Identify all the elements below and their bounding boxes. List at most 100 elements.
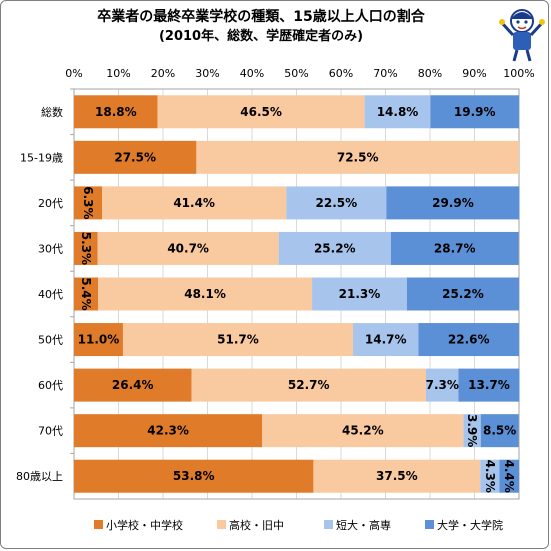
bar-segment [122, 323, 354, 357]
data-label: 14.8% [377, 105, 419, 119]
category-label: 40代 [38, 288, 63, 301]
legend-swatch [425, 520, 434, 529]
bar-segment [74, 186, 103, 220]
bar-segment [499, 459, 519, 493]
x-tick-label: 70% [373, 67, 397, 80]
data-label: 4.4% [502, 460, 516, 493]
bar-segment [191, 368, 426, 402]
data-label: 6.3% [81, 186, 95, 219]
legend-swatch [324, 520, 333, 529]
legend-label: 大学・大学院 [437, 518, 503, 532]
data-label: 19.9% [454, 105, 496, 119]
x-tick-label: 100% [503, 67, 534, 80]
data-label: 7.3% [426, 378, 459, 392]
data-label: 18.8% [95, 105, 137, 119]
chart-subtitle: (2010年、総数、学歴確定者のみ) [158, 29, 364, 44]
x-tick-label: 50% [284, 67, 308, 80]
data-label: 51.7% [217, 333, 259, 347]
legend-swatch [217, 520, 226, 529]
bar-segment [430, 95, 519, 129]
data-label: 5.4% [79, 277, 93, 310]
bar-segment [286, 186, 387, 220]
legend-label: 高校・旧中 [229, 518, 284, 532]
bar-segment [364, 95, 431, 129]
x-tick-label: 0% [65, 67, 82, 80]
bar-segment [74, 231, 98, 265]
bar-segment [102, 186, 287, 220]
data-label: 41.4% [173, 196, 215, 210]
bar-segment [74, 414, 263, 448]
data-label: 25.2% [314, 241, 356, 255]
data-label: 45.2% [342, 424, 384, 438]
x-tick-label: 10% [106, 67, 130, 80]
bar-segment [157, 95, 365, 129]
bar-segment [406, 277, 519, 311]
category-label: 30代 [38, 242, 63, 255]
category-label: 70代 [38, 425, 63, 438]
category-label: 20代 [38, 197, 63, 210]
bar-segment [196, 140, 519, 174]
data-label: 4.3% [483, 460, 497, 493]
bar-segment [97, 231, 279, 265]
legend-label: 短大・高専 [336, 518, 391, 532]
bar-segment [74, 95, 158, 129]
data-label: 13.7% [468, 378, 510, 392]
bar-segment [480, 414, 519, 448]
data-label: 28.7% [434, 241, 476, 255]
x-tick-label: 90% [462, 67, 486, 80]
data-label: 46.5% [240, 105, 282, 119]
data-label: 48.1% [184, 287, 226, 301]
legend-label: 小学校・中学校 [106, 518, 183, 532]
data-label: 26.4% [112, 378, 154, 392]
data-label: 11.0% [78, 333, 120, 347]
bar-segment [74, 140, 197, 174]
data-label: 42.3% [147, 424, 189, 438]
x-tick-label: 30% [195, 67, 219, 80]
data-label: 40.7% [167, 241, 209, 255]
category-label: 15-19歳 [20, 151, 63, 164]
x-tick-label: 60% [329, 67, 353, 80]
cheering-character-icon [499, 9, 545, 62]
data-label: 52.7% [288, 378, 330, 392]
data-label: 37.5% [376, 469, 418, 483]
data-label: 14.7% [365, 333, 407, 347]
data-label: 29.9% [432, 196, 474, 210]
x-tick-label: 80% [418, 67, 442, 80]
bar-segment [418, 323, 519, 357]
bar-segment [74, 323, 123, 357]
bar-segment [74, 277, 99, 311]
bar-segment [278, 231, 391, 265]
chart-title: 卒業者の最終卒業学校の種類、15歳以上人口の割合 (2010年、総数、学歴確定者… [41, 7, 481, 47]
bar-segment [353, 323, 419, 357]
bar-segment [386, 186, 520, 220]
category-label: 50代 [38, 334, 63, 347]
bar-segment [98, 277, 313, 311]
chart-title-line1: 卒業者の最終卒業学校の種類、15歳以上人口の割合 [97, 9, 425, 25]
data-label: 25.2% [442, 287, 484, 301]
bar-segment [390, 231, 519, 265]
data-label: 21.3% [339, 287, 381, 301]
x-tick-label: 40% [240, 67, 264, 80]
category-label: 60代 [38, 379, 63, 392]
data-label: 53.8% [173, 469, 215, 483]
x-tick-label: 20% [151, 67, 175, 80]
bar-segment [463, 414, 481, 448]
bar-segment [313, 459, 481, 493]
bar-segment [74, 459, 314, 493]
data-label: 72.5% [337, 150, 379, 164]
bar-segment [312, 277, 407, 311]
bar-segment [74, 368, 192, 402]
category-label: 80歳以上 [16, 470, 63, 483]
data-label: 27.5% [114, 150, 156, 164]
category-label: 総数 [41, 105, 63, 119]
bar-segment [262, 414, 464, 448]
data-label: 5.3% [79, 232, 93, 265]
data-label: 22.6% [448, 333, 490, 347]
data-label: 8.5% [483, 424, 516, 438]
data-label: 3.9% [465, 414, 479, 447]
bar-segment [425, 368, 459, 402]
bar-segment [480, 459, 500, 493]
bar-segment [458, 368, 520, 402]
